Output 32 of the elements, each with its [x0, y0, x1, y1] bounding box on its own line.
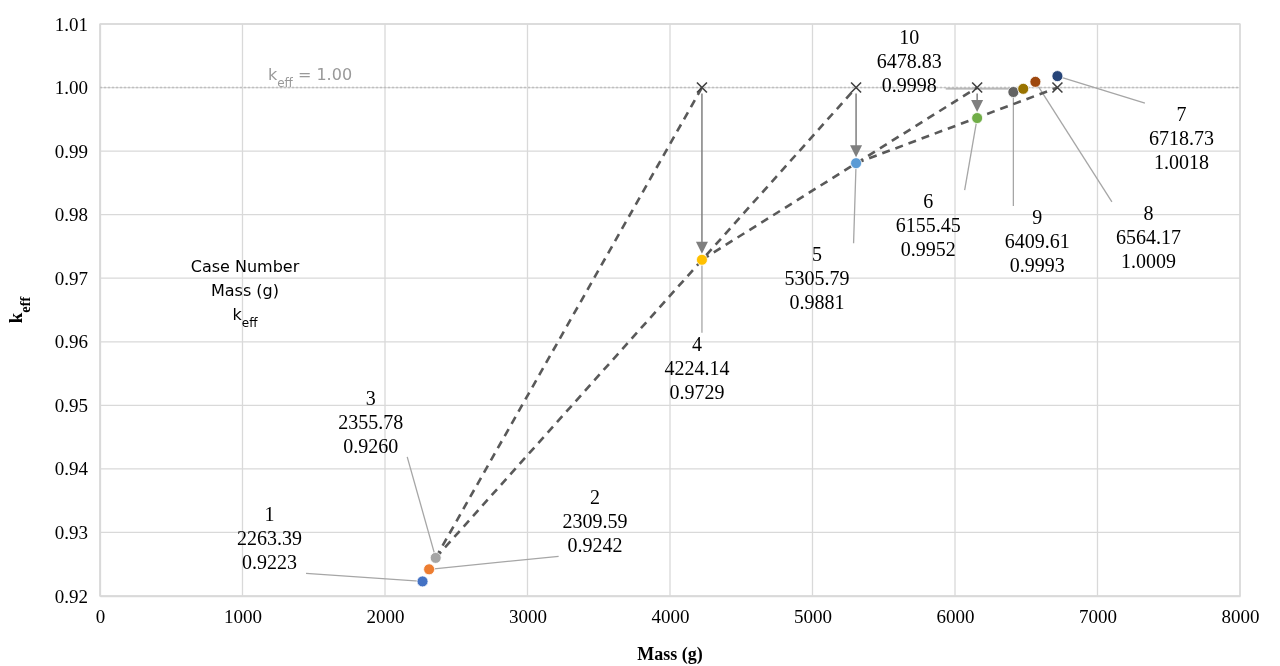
y-tick-label: 0.94: [54, 458, 89, 480]
data-label: 6 6155.45 0.9952: [895, 190, 961, 261]
data-label: 9 6409.61 0.9993: [1004, 206, 1070, 276]
y-tick-label: 0.96: [54, 331, 88, 353]
x-tick-label: 3000: [509, 606, 547, 628]
y-tick-label: 1.01: [54, 13, 88, 35]
y-tick-label: 0.97: [54, 267, 88, 289]
y-tick-label: 0.93: [54, 522, 88, 544]
data-label: 8 6564.17 1.0009: [1115, 201, 1181, 272]
x-axis-title: Mass (g): [637, 644, 703, 665]
data-label: 1 2263.39 0.9223: [237, 503, 303, 574]
ref-line-label: k$_{eff}$ = 1.00: [267, 64, 353, 90]
data-label: 5 5305.79 0.9881: [784, 243, 850, 314]
y-tick-label: 0.95: [54, 394, 88, 416]
x-tick-label: 0: [95, 606, 106, 628]
x-tick-label: 2000: [366, 606, 405, 628]
x-tick-label: 5000: [794, 606, 832, 628]
data-label: 4 4224.14 0.9729: [664, 332, 730, 403]
y-tick-label: 0.99: [54, 140, 88, 162]
x-tick-label: 8000: [1221, 606, 1260, 628]
y-tick-label: 0.92: [54, 585, 88, 607]
data-label: 7 6718.73 1.0018: [1148, 103, 1214, 174]
y-tick-label: 1.00: [54, 77, 88, 99]
x-tick-label: 4000: [651, 606, 690, 628]
y-tick-label: 0.98: [54, 204, 88, 226]
data-label: 2 2309.59 0.9242: [562, 486, 628, 557]
data-label: 3 2355.78 0.9260: [338, 386, 404, 457]
x-tick-label: 7000: [1079, 606, 1117, 628]
data-label: 10 6478.83 0.9998: [876, 25, 942, 96]
x-tick-label: 1000: [224, 606, 262, 628]
annotation: Case Number Mass (g) k$_{eff}$: [190, 256, 300, 330]
x-tick-label: 6000: [936, 606, 975, 628]
